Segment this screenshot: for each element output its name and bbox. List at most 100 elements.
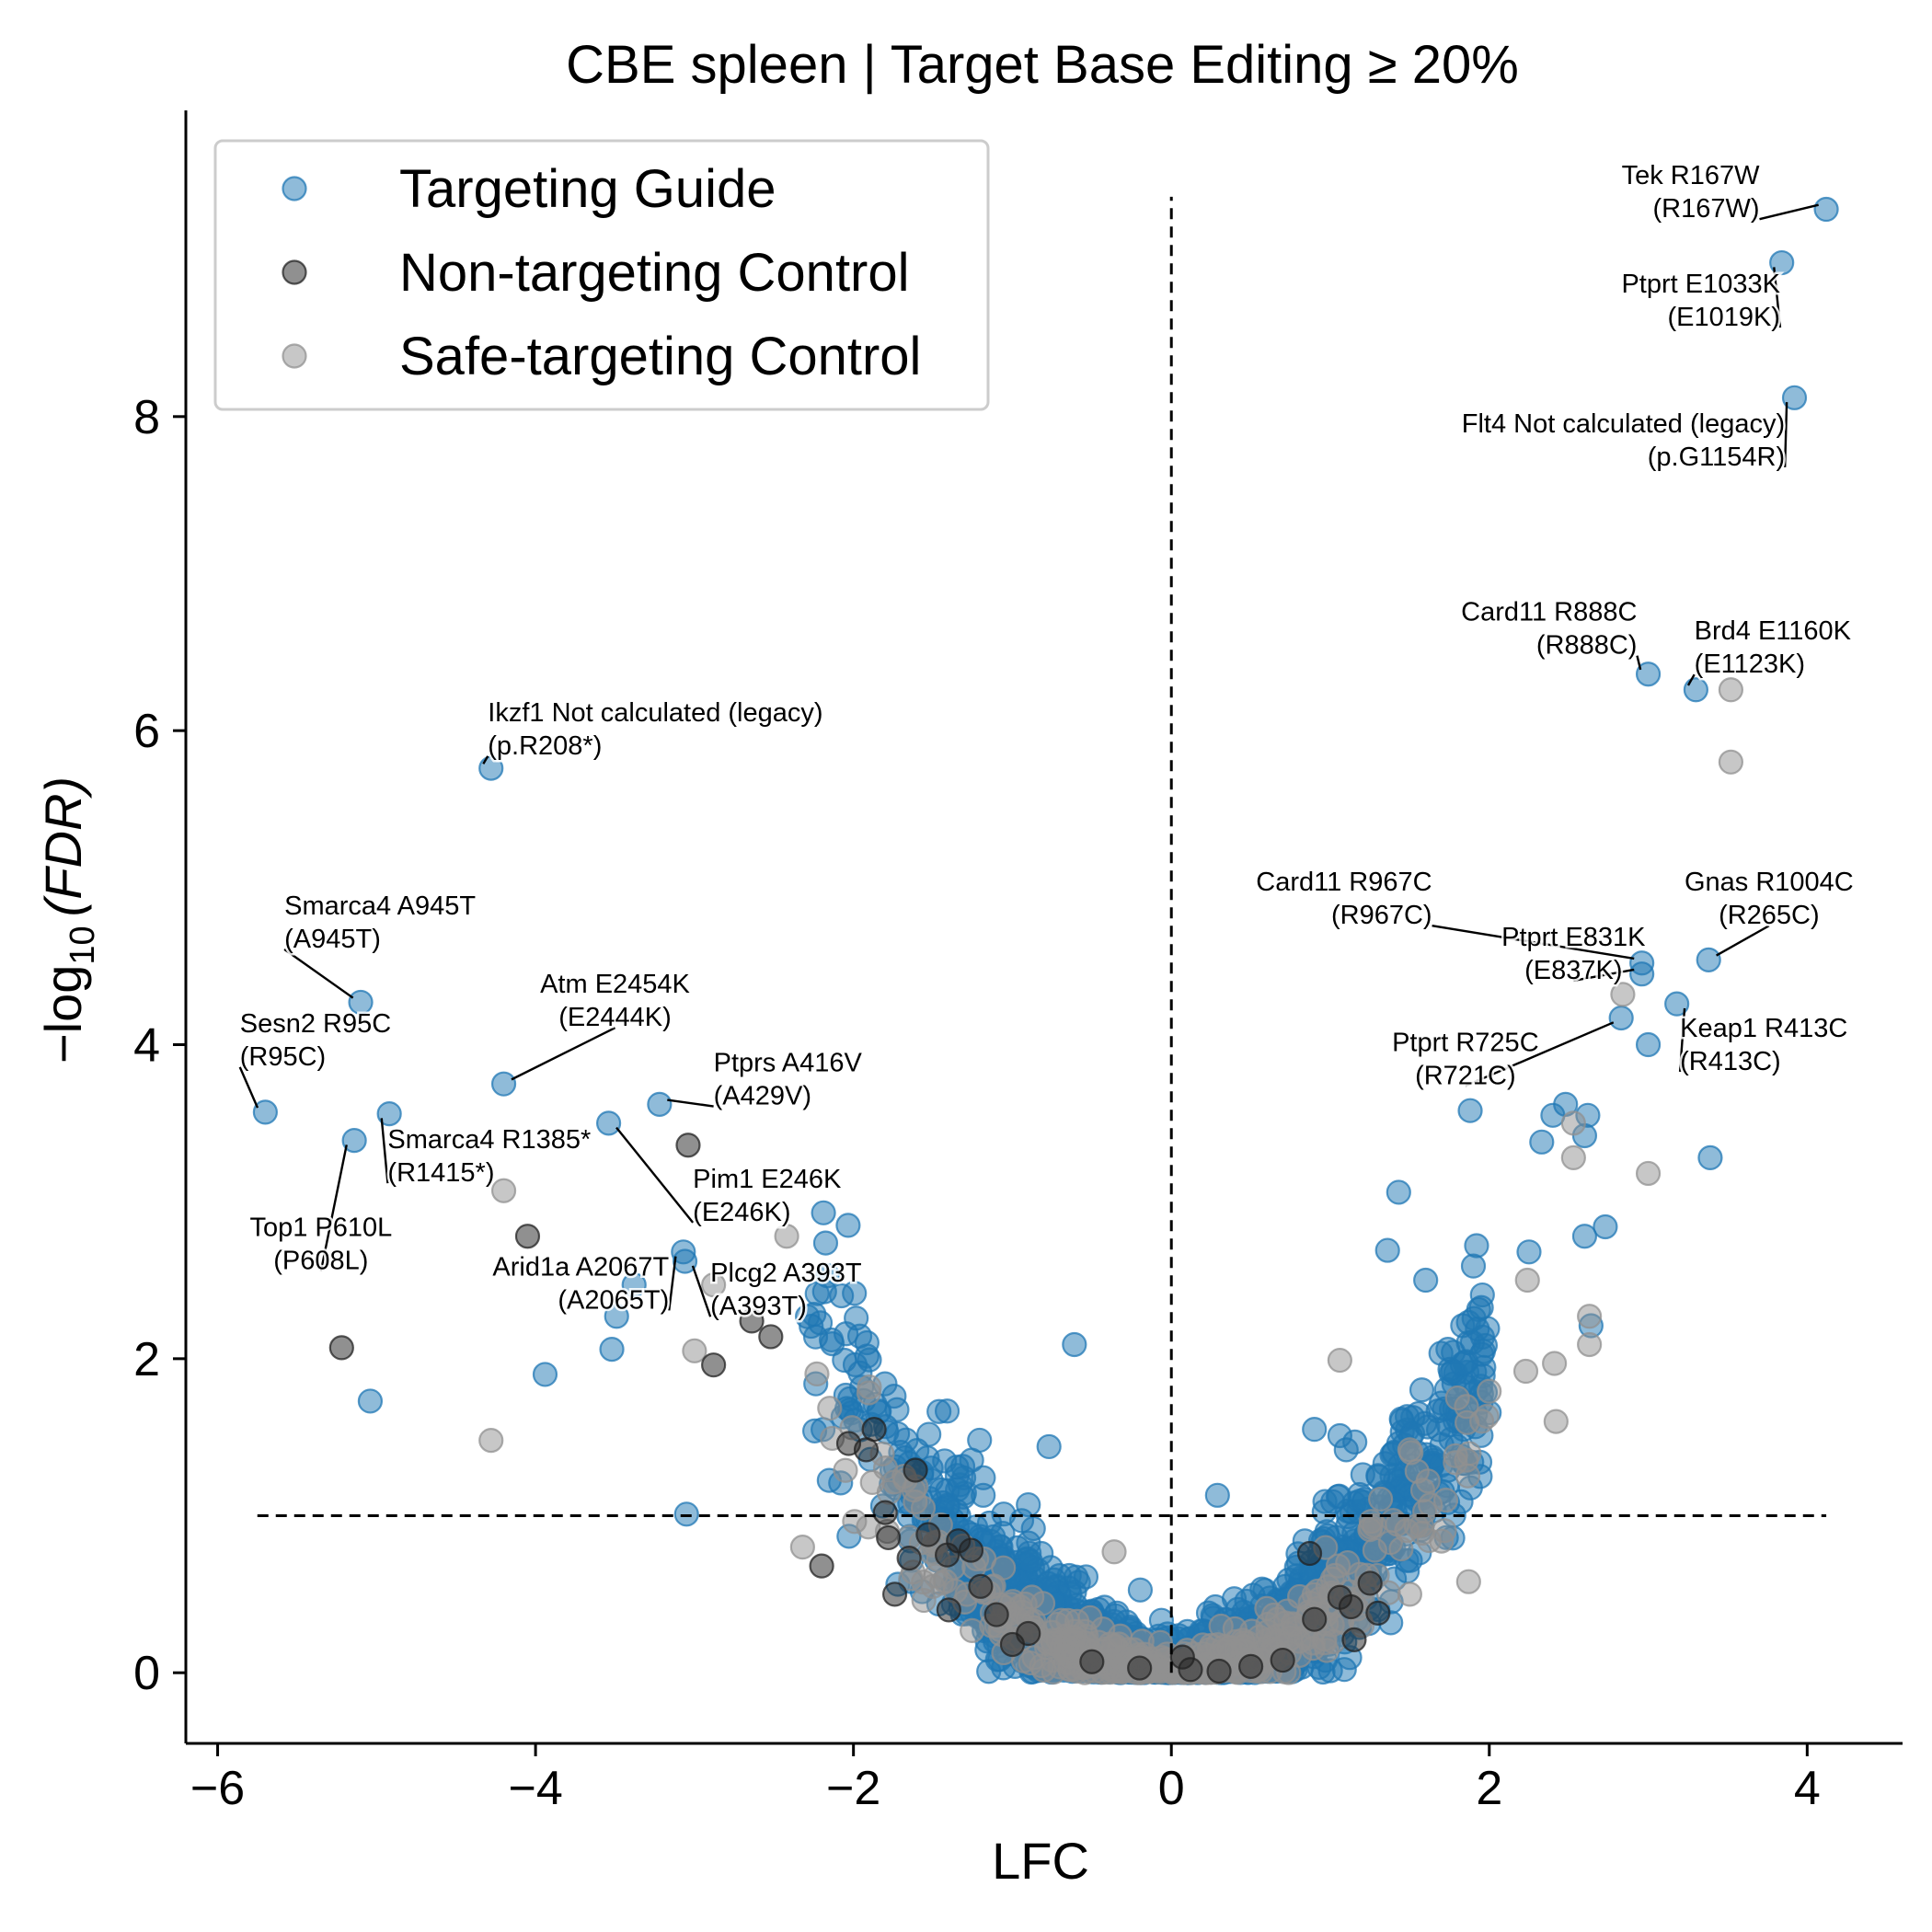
- targeting-point: [832, 1347, 857, 1374]
- targeting-point: [934, 1398, 960, 1424]
- annotation: Gnas R1004C (R265C): [1682, 866, 1856, 957]
- targeting-point: [1311, 1499, 1337, 1524]
- targeting-point: [1435, 1337, 1461, 1363]
- targeting-point: [1449, 1351, 1475, 1377]
- annotation-sublabel: (A393T): [710, 1292, 807, 1321]
- annotation-sublabel: (R888C): [1536, 631, 1638, 661]
- targeting-point: [971, 1465, 996, 1490]
- annotation-label: Arid1a A2067T: [492, 1252, 669, 1282]
- nontargeting-point: [968, 1573, 994, 1599]
- targeting-point: [1465, 1316, 1490, 1342]
- nontargeting-point: [999, 1631, 1026, 1658]
- x-ticks: −6 −4 −2 0 2 4: [190, 1743, 1821, 1815]
- nontargeting-point: [835, 1431, 862, 1456]
- annotation: Ptprs A416V (A429V): [667, 1046, 865, 1113]
- annotation-connector: [380, 1118, 389, 1184]
- annotation: Ptprt E831K (E837K): [1500, 920, 1649, 987]
- safe-point: [1542, 1351, 1568, 1376]
- nontargeting-point: [701, 1352, 727, 1378]
- targeting-point: [829, 1282, 855, 1309]
- safe-point: [1560, 1144, 1586, 1170]
- annotation-label: Plcg2 A393T: [710, 1259, 862, 1288]
- annotation-sublabel: (R95C): [240, 1042, 326, 1072]
- targeting-point: [1529, 1129, 1555, 1155]
- safe-point: [804, 1361, 830, 1386]
- targeting-point: [1629, 961, 1655, 987]
- safe-point: [1368, 1486, 1394, 1512]
- safe-point: [1149, 1644, 1175, 1671]
- legend: Targeting Guide Non-targeting Control Safe…: [213, 139, 990, 411]
- safe-point: [842, 1509, 868, 1535]
- targeting-point: [1571, 1224, 1598, 1249]
- targeting-point: [976, 1659, 1002, 1685]
- safe-point: [1388, 1536, 1414, 1562]
- legend-marker-safe: [282, 343, 307, 369]
- safe-targeting-points: [478, 677, 1744, 1685]
- targeting-point: [1683, 677, 1708, 703]
- safe-point: [881, 1469, 907, 1495]
- safe-point: [490, 1178, 517, 1203]
- targeting-point: [835, 1213, 861, 1238]
- nontargeting-point: [758, 1324, 784, 1350]
- annotation-connector: [511, 1027, 616, 1081]
- annotation-label: Ptprs A416V: [714, 1049, 863, 1078]
- annotation-connector: [667, 1098, 714, 1108]
- axes: −6 −4 −2 0 2 4 0 2 4 6 8 LFC −log10 (FDR): [34, 110, 1903, 1890]
- annotation-sublabel: (R265C): [1719, 901, 1820, 930]
- safe-point: [1397, 1581, 1422, 1607]
- targeting-point: [1697, 1144, 1723, 1170]
- safe-point: [1101, 1539, 1127, 1565]
- y-tick-label: 6: [133, 705, 160, 758]
- safe-point: [1512, 1358, 1539, 1385]
- targeting-point: [357, 1388, 384, 1414]
- annotation-label: Ptprt E1033K: [1621, 270, 1780, 299]
- targeting-point: [1127, 1577, 1154, 1603]
- annotation-label: Sesn2 R95C: [240, 1009, 391, 1039]
- safe-point: [1514, 1267, 1540, 1294]
- annotation: Ikzf1 Not calculated (legacy)(p.R208*): [482, 696, 825, 765]
- nontargeting-point: [881, 1581, 908, 1607]
- annotation-connector: [1759, 203, 1819, 221]
- annotation-connector: [1783, 402, 1788, 467]
- safe-point: [478, 1428, 504, 1454]
- targeting-point: [1365, 1464, 1391, 1489]
- safe-point: [991, 1555, 1017, 1581]
- annotation: Sesn2 R95C(R95C): [237, 1006, 394, 1109]
- annotations: Tek R167W (R167W) Ptprt E1033K (E1019K) Flt4…: [237, 159, 1856, 1324]
- safe-point: [1222, 1616, 1248, 1642]
- safe-point: [1469, 1409, 1495, 1434]
- annotation-connector: [1686, 673, 1696, 686]
- targeting-point: [1516, 1239, 1542, 1265]
- annotation-connector: [1465, 1021, 1615, 1087]
- annotation-sublabel: (R967C): [1331, 901, 1432, 930]
- targeting-point: [834, 1321, 859, 1347]
- annotation-label: Flt4 Not calculated (legacy): [1462, 409, 1785, 439]
- y-tick-label: 0: [133, 1647, 160, 1700]
- safe-point: [1718, 677, 1744, 703]
- annotation-sublabel: (E1123K): [1695, 650, 1805, 679]
- targeting-point: [1333, 1437, 1359, 1463]
- legend-box: [213, 139, 990, 411]
- targeting-point: [1374, 1237, 1400, 1263]
- nontargeting-point: [936, 1597, 961, 1623]
- annotation-label: Smarca4 R1385*: [387, 1125, 591, 1155]
- annotation-label: Keap1 R413C: [1680, 1014, 1847, 1043]
- annotation-connector: [1716, 925, 1770, 957]
- annotation-sublabel: (p.G1154R): [1648, 443, 1785, 472]
- targeting-point: [595, 1110, 622, 1136]
- safe-point: [1577, 1304, 1603, 1329]
- nontargeting-point: [872, 1500, 898, 1525]
- annotation: Tek R167W (R167W): [1619, 159, 1819, 226]
- annotation: Atm E2454K (E2444K): [511, 968, 693, 1081]
- y-axis-label-fdr: (FDR): [34, 776, 92, 916]
- nontargeting-point: [328, 1335, 354, 1361]
- safe-point: [1444, 1385, 1470, 1411]
- legend-label-nontargeting: Non-targeting Control: [399, 243, 910, 303]
- safe-point: [774, 1224, 799, 1249]
- safe-point: [1455, 1569, 1481, 1594]
- annotation-connector: [1636, 655, 1642, 671]
- annotation: Smarca4 R1385*(R1415*): [380, 1118, 593, 1190]
- targeting-point: [376, 1101, 402, 1127]
- x-tick-label: 4: [1794, 1762, 1821, 1815]
- annotation-sublabel: (A429V): [714, 1082, 811, 1111]
